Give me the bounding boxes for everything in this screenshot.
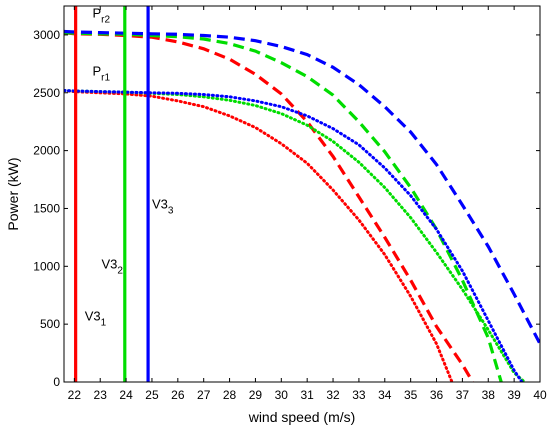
series-layer	[64, 29, 540, 382]
annotation-v31: V31	[85, 309, 107, 329]
curve-annotations: Pr2 Pr1 V33 V32 V31	[85, 6, 174, 329]
y-tick-label: 2000	[33, 144, 60, 158]
annotation-pr1: Pr1	[92, 63, 110, 83]
series-dotted-3	[64, 89, 454, 382]
annotation-v32: V32	[102, 257, 124, 277]
x-tick-label: 35	[404, 388, 418, 402]
x-tick-label: 36	[430, 388, 444, 402]
y-tick-label: 1500	[33, 201, 60, 215]
series-dashed-1	[64, 31, 503, 382]
x-tick-label: 29	[249, 388, 263, 402]
axis-ticks: 22 23 24 25 26 27 28 29 30 31 32 33 34 35 36 37 38 39 40 0 5…	[33, 6, 547, 402]
annotation-pr2: Pr2	[92, 6, 110, 26]
x-tick-label: 37	[456, 388, 470, 402]
threshold-lines	[74, 6, 150, 382]
plot-frame	[63, 5, 541, 383]
x-tick-label: 24	[119, 388, 133, 402]
x-tick-label: 31	[300, 388, 314, 402]
annotation-v33: V33	[152, 196, 174, 216]
y-tick-label: 3000	[33, 28, 60, 42]
x-tick-label: 27	[197, 388, 211, 402]
y-tick-label: 2500	[33, 86, 60, 100]
y-tick-label: 0	[53, 375, 60, 389]
y-tick-label: 1000	[33, 259, 60, 273]
series-dotted-5	[64, 89, 524, 382]
x-tick-label: 22	[68, 388, 82, 402]
x-tick-label: 30	[275, 388, 289, 402]
x-tick-label: 40	[533, 388, 547, 402]
x-tick-label: 33	[352, 388, 366, 402]
x-tick-label: 25	[145, 388, 159, 402]
series-dashed-2	[64, 29, 540, 345]
x-tick-label: 26	[171, 388, 185, 402]
x-tick-label: 28	[223, 388, 237, 402]
x-tick-label: 39	[507, 388, 521, 402]
series-dotted-4	[64, 89, 526, 382]
x-tick-label: 23	[94, 388, 108, 402]
y-tick-label: 500	[40, 317, 60, 331]
x-tick-label: 32	[326, 388, 340, 402]
y-axis-title: Power (kW)	[5, 157, 21, 230]
x-axis-title: wind speed (m/s)	[248, 409, 356, 425]
x-tick-label: 38	[482, 388, 496, 402]
x-tick-label: 34	[378, 388, 392, 402]
